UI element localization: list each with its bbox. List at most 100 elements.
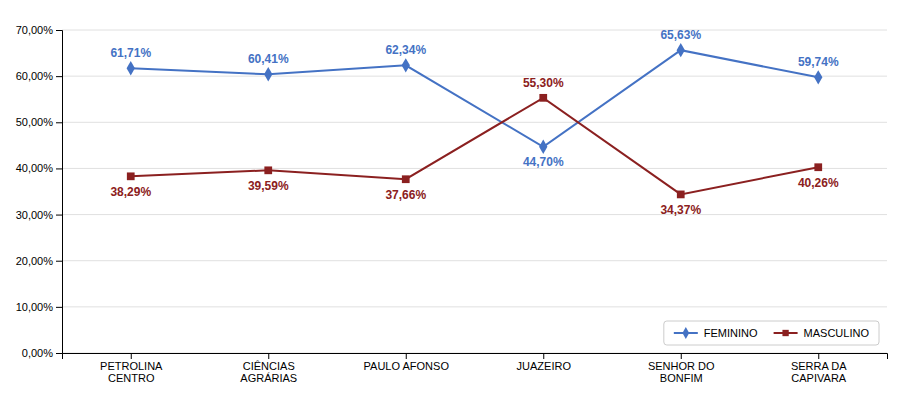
- chart: 0,00% 10,00% 20,00% 30,00% 40,00% 50,00% 60,00…: [0, 0, 907, 401]
- point: [677, 191, 685, 199]
- y-tick-mark: [56, 76, 62, 77]
- y-tick-label: 30,00%: [16, 209, 54, 221]
- x-tick-label-line: SENHOR DO: [648, 360, 715, 372]
- legend-label: MASCULINO: [804, 327, 870, 339]
- point: [402, 58, 410, 72]
- point: [402, 175, 410, 183]
- y-tick-mark: [56, 168, 62, 169]
- plot: 0,00% 10,00% 20,00% 30,00% 40,00% 50,00% 60,00…: [16, 24, 888, 384]
- legend-marker: [682, 327, 689, 339]
- data-label: 55,30%: [523, 76, 564, 90]
- x-tick: SERRA DACAPIVARA: [791, 353, 847, 384]
- y-tick: 40,00%: [16, 162, 62, 174]
- y-tick: 70,00%: [16, 24, 62, 36]
- marks: [127, 43, 823, 198]
- point: [814, 163, 822, 171]
- y-tick: 30,00%: [16, 209, 62, 221]
- data-label: 44,70%: [523, 155, 564, 169]
- grid: [62, 30, 887, 353]
- y-tick-mark: [56, 215, 62, 216]
- x-tick-label: CIÊNCIASAGRÁRIAS: [240, 360, 297, 385]
- point: [814, 70, 822, 84]
- grid-line: [62, 260, 887, 261]
- x-tick-label: JUAZEIRO: [517, 360, 572, 372]
- grid-line: [62, 306, 887, 307]
- data-label: 39,59%: [248, 179, 289, 193]
- grid-line: [62, 122, 887, 123]
- x-axis: PETROLINACENTRO CIÊNCIASAGRÁRIAS PAULO AFO…: [63, 353, 888, 384]
- data-labels: 61,71% 60,41% 62,34% 44,70% 65,63% 59,74% 38,2…: [110, 28, 839, 217]
- grid-line: [62, 76, 887, 77]
- point: [264, 67, 272, 81]
- x-tick-label-line: CENTRO: [108, 372, 155, 384]
- legend-label: FEMININO: [704, 327, 758, 339]
- x-tick-mark: [268, 353, 269, 359]
- x-tick-label-line: SERRA DA: [791, 360, 847, 372]
- data-label: 65,63%: [660, 28, 701, 42]
- point: [127, 61, 135, 75]
- x-tick-label-line: BONFIM: [660, 372, 703, 384]
- legend-item: MASCULINO: [774, 327, 870, 339]
- y-tick-label: 0,00%: [22, 347, 53, 359]
- y-tick-label: 60,00%: [16, 70, 54, 82]
- x-tick-label-line: AGRÁRIAS: [240, 372, 297, 384]
- y-tick: 10,00%: [16, 301, 62, 313]
- x-tick-label-line: CIÊNCIAS: [243, 360, 295, 372]
- grid-line: [62, 168, 887, 169]
- x-tick-label: SENHOR DOBONFIM: [648, 360, 715, 385]
- series-line: [131, 50, 819, 147]
- data-label: 59,74%: [798, 55, 839, 69]
- data-label: 60,41%: [248, 52, 289, 66]
- y-tick-mark: [56, 122, 62, 123]
- x-tick-mark: [406, 353, 407, 359]
- y-tick-label: 40,00%: [16, 162, 54, 174]
- point: [677, 43, 685, 57]
- data-label: 34,37%: [660, 203, 701, 217]
- x-axis-line: [63, 354, 888, 360]
- x-tick: CIÊNCIASAGRÁRIAS: [240, 353, 297, 384]
- point: [539, 140, 547, 154]
- grid-line: [62, 30, 887, 31]
- point: [264, 166, 272, 174]
- legend: FEMININO MASCULINO: [664, 321, 879, 345]
- y-tick: 0,00%: [22, 347, 62, 359]
- x-tick: PETROLINACENTRO: [100, 353, 163, 384]
- data-label: 62,34%: [385, 43, 426, 57]
- y-tick-mark: [56, 307, 62, 308]
- y-tick: 60,00%: [16, 70, 62, 82]
- point: [539, 94, 547, 102]
- grid-line: [62, 214, 887, 215]
- series-line: [131, 98, 819, 195]
- x-tick-label: PETROLINACENTRO: [100, 360, 163, 385]
- y-axis-line: [56, 31, 63, 354]
- y-axis: 0,00% 10,00% 20,00% 30,00% 40,00% 50,00% 60,00…: [16, 24, 63, 359]
- legend-marker: [782, 330, 788, 336]
- x-tick: SENHOR DOBONFIM: [648, 353, 715, 384]
- x-tick-mark: [818, 353, 819, 359]
- data-label: 37,66%: [385, 188, 426, 202]
- y-tick-mark: [56, 353, 62, 354]
- x-tick-label-line: CAPIVARA: [791, 372, 846, 384]
- data-label: 61,71%: [110, 46, 151, 60]
- x-tick-mark: [131, 353, 132, 359]
- legend-item: FEMININO: [674, 327, 758, 339]
- y-tick-label: 10,00%: [16, 301, 54, 313]
- x-tick-mark: [681, 353, 682, 359]
- y-tick: 20,00%: [16, 255, 62, 267]
- data-label: 40,26%: [798, 176, 839, 190]
- y-tick-label: 50,00%: [16, 116, 54, 128]
- x-tick-label: PAULO AFONSO: [364, 360, 450, 372]
- y-tick-mark: [56, 261, 62, 262]
- y-tick: 50,00%: [16, 116, 62, 128]
- x-tick-mark: [543, 353, 544, 359]
- y-tick-label: 70,00%: [16, 24, 54, 36]
- y-tick-mark: [56, 30, 62, 31]
- x-tick-label-line: PETROLINA: [100, 360, 163, 372]
- legend-box: [664, 321, 879, 345]
- x-tick: PAULO AFONSO: [364, 353, 450, 372]
- point: [127, 172, 135, 180]
- y-tick-label: 20,00%: [16, 255, 54, 267]
- x-tick: JUAZEIRO: [517, 353, 572, 372]
- data-label: 38,29%: [110, 185, 151, 199]
- x-tick-label: SERRA DACAPIVARA: [791, 360, 847, 385]
